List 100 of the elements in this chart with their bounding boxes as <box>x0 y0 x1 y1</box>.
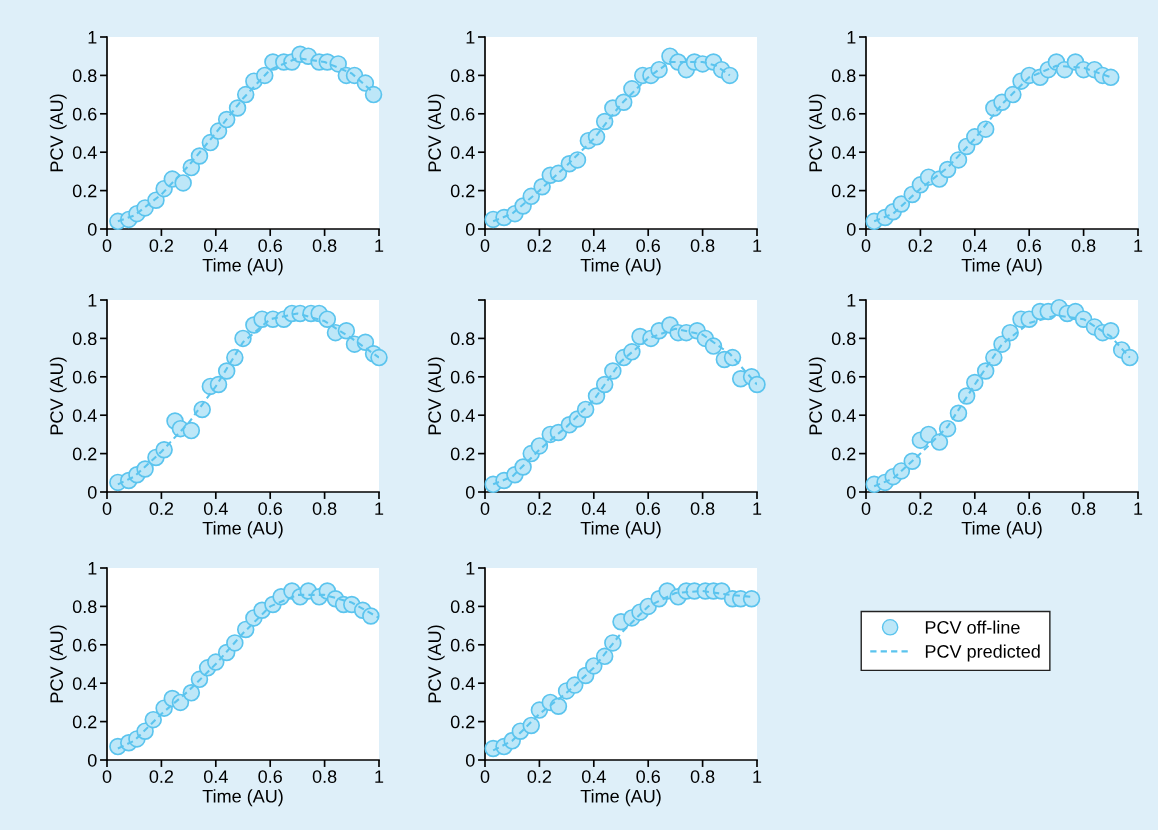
y-tick-label: 1 <box>847 294 856 307</box>
y-axis-title: PCV (AU) <box>427 357 445 435</box>
x-tick-label: 0 <box>102 502 112 515</box>
x-axis-title: Time (AU) <box>202 521 283 539</box>
y-tick-label: 0 <box>846 222 856 236</box>
point <box>742 589 761 608</box>
y-tick-label: 0.4 <box>450 409 475 422</box>
point <box>748 375 766 394</box>
y-tick-label: 1 <box>466 562 475 575</box>
x-tick-label: 0.6 <box>1017 502 1041 515</box>
x-axis-title: Time (AU) <box>961 521 1042 539</box>
y-tick-label: 0 <box>87 485 97 499</box>
y-tick-label: 0 <box>846 485 856 499</box>
point <box>1102 68 1120 87</box>
point <box>370 348 388 367</box>
point <box>1121 348 1139 367</box>
x-tick-label: 1 <box>375 502 384 515</box>
y-tick-label: 0.2 <box>72 184 97 198</box>
y-tick-label: 0 <box>465 222 475 236</box>
point <box>182 421 201 440</box>
x-axis-title: Time (AU) <box>580 258 661 276</box>
point <box>576 400 595 419</box>
y-tick-label: 0.4 <box>72 677 97 690</box>
y-tick-label: 0.8 <box>831 332 856 346</box>
y-tick-label: 0.2 <box>450 715 475 729</box>
point <box>903 452 921 471</box>
x-tick-label: 0.8 <box>690 239 715 252</box>
point <box>522 716 540 735</box>
x-tick-label: 0.6 <box>258 239 282 252</box>
y-tick-label: 0.8 <box>72 332 97 346</box>
y-tick-label: 0.8 <box>450 69 475 83</box>
legend-label: PCV predicted <box>925 644 1040 662</box>
y-axis-title: PCV (AU) <box>427 625 445 703</box>
x-axis-title: Time (AU) <box>202 789 283 807</box>
y-tick-label: 0 <box>465 485 475 499</box>
x-tick-label: 0.4 <box>203 502 228 515</box>
x-tick-label: 0.2 <box>149 770 174 783</box>
x-axis-title: Time (AU) <box>202 258 283 276</box>
point <box>1102 321 1120 340</box>
x-tick-label: 0.6 <box>636 239 660 252</box>
y-tick-label: 0.6 <box>72 107 97 121</box>
x-axis-title: Time (AU) <box>580 521 661 539</box>
x-tick-label: 0.4 <box>962 502 987 515</box>
x-tick-label: 0.6 <box>636 502 660 515</box>
x-tick-label: 0 <box>861 239 871 252</box>
x-tick-label: 0.8 <box>312 770 337 783</box>
y-tick-label: 1 <box>88 31 97 44</box>
y-tick-label: 0.2 <box>72 447 97 461</box>
x-tick-label: 0.6 <box>258 770 282 783</box>
x-tick-label: 0.4 <box>581 770 606 783</box>
y-tick-label: 0 <box>465 753 475 767</box>
x-tick-label: 1 <box>1134 239 1143 252</box>
y-tick-label: 0.8 <box>72 600 97 614</box>
y-axis-title: PCV (AU) <box>49 625 67 703</box>
legend-label: PCV off-line <box>925 620 1020 634</box>
x-tick-label: 1 <box>753 502 762 515</box>
x-tick-label: 1 <box>1134 502 1143 515</box>
x-tick-label: 0.6 <box>1017 239 1041 252</box>
point <box>364 85 383 104</box>
x-tick-label: 0 <box>480 239 490 252</box>
point <box>568 151 587 169</box>
x-axis-title: Time (AU) <box>580 789 661 807</box>
x-tick-label: 0.4 <box>203 239 228 252</box>
y-tick-label: 1 <box>847 31 856 44</box>
x-tick-label: 0.8 <box>1071 239 1096 252</box>
x-tick-label: 0.2 <box>527 770 552 783</box>
x-tick-label: 0.4 <box>581 239 606 252</box>
x-tick-label: 0.2 <box>908 502 933 515</box>
point <box>226 634 244 652</box>
point <box>721 66 739 85</box>
y-tick-label: 0.2 <box>450 447 475 461</box>
y-tick-label: 0.4 <box>831 146 856 159</box>
y-tick-label: 0.6 <box>450 107 475 121</box>
y-tick-label: 0.8 <box>831 69 856 83</box>
x-tick-label: 0.2 <box>149 502 174 515</box>
y-tick-label: 0.4 <box>831 409 856 422</box>
y-tick-label: 0 <box>87 753 97 767</box>
x-tick-label: 0.8 <box>312 502 337 515</box>
x-tick-label: 0 <box>861 502 871 515</box>
x-tick-label: 0.8 <box>1071 502 1096 515</box>
point <box>549 697 568 715</box>
y-axis-title: PCV (AU) <box>49 94 67 172</box>
x-tick-label: 0.2 <box>908 239 933 252</box>
x-tick-label: 0.8 <box>312 239 337 252</box>
x-tick-label: 0 <box>102 239 112 252</box>
point <box>174 174 192 192</box>
x-tick-label: 0.2 <box>149 239 174 252</box>
y-tick-label: 0 <box>87 222 97 236</box>
y-tick-label: 0.6 <box>72 638 97 652</box>
y-axis-title: PCV (AU) <box>808 357 826 435</box>
x-tick-label: 0.8 <box>690 770 715 783</box>
y-tick-label: 0.4 <box>72 146 97 159</box>
x-axis-title: Time (AU) <box>961 258 1042 276</box>
point <box>190 147 209 165</box>
x-tick-label: 0.6 <box>636 770 660 783</box>
y-axis-title: PCV (AU) <box>427 94 445 172</box>
y-tick-label: 0.2 <box>72 715 97 729</box>
y-axis-title: PCV (AU) <box>808 94 826 172</box>
x-tick-label: 0.4 <box>581 502 606 515</box>
point <box>938 419 957 438</box>
